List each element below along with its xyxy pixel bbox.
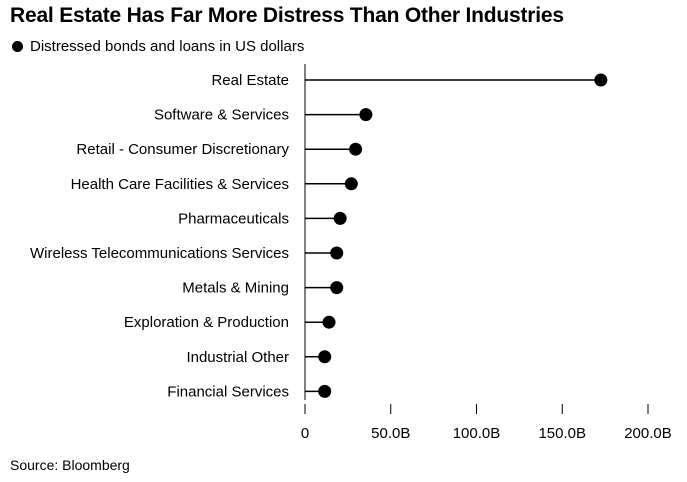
category-label: Metals & Mining [182, 280, 289, 297]
category-label: Financial Services [167, 383, 289, 400]
legend-label: Distressed bonds and loans in US dollars [30, 38, 305, 55]
lollipop-dot [344, 177, 358, 191]
x-tick-label: 100.0B [453, 425, 501, 442]
chart-title: Real Estate Has Far More Distress Than O… [10, 4, 564, 27]
lollipop-dot [349, 142, 363, 156]
category-label: Real Estate [211, 72, 289, 89]
lollipop-dot [318, 384, 332, 398]
x-tick-label: 150.0B [538, 425, 586, 442]
lollipop-dot [322, 315, 336, 329]
category-label: Wireless Telecommunications Services [30, 245, 289, 262]
category-label: Pharmaceuticals [178, 210, 289, 227]
lollipop-dot [330, 281, 344, 295]
x-tick-label: 50.0B [371, 425, 410, 442]
x-tick-label: 0 [301, 425, 309, 442]
lollipop-dot [359, 108, 373, 122]
lollipop-dot [333, 211, 347, 225]
category-label: Software & Services [154, 107, 289, 124]
category-label: Industrial Other [186, 349, 289, 366]
legend-marker [12, 41, 23, 52]
lollipop-dot [594, 73, 608, 87]
category-label: Health Care Facilities & Services [71, 176, 289, 193]
x-tick-label: 200.0B [624, 425, 672, 442]
legend: Distressed bonds and loans in US dollars [12, 38, 304, 55]
source-note: Source: Bloomberg [10, 457, 130, 473]
category-label: Exploration & Production [124, 314, 289, 331]
lollipop-dot [330, 246, 344, 260]
category-label: Retail - Consumer Discretionary [76, 141, 289, 158]
lollipop-dot [318, 350, 332, 364]
